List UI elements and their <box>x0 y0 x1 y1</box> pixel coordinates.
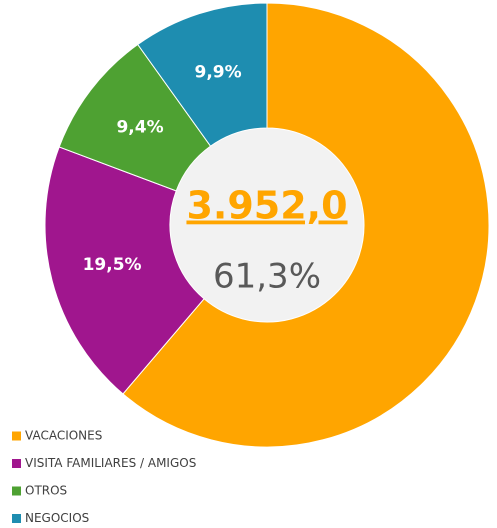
slice-label: 9,9% <box>195 63 242 83</box>
legend-label: OTROS <box>25 484 67 498</box>
center-disc <box>170 128 364 322</box>
legend-label: VISITA FAMILIARES / AMIGOS <box>25 456 196 470</box>
legend-swatch <box>12 486 21 496</box>
donut-slice <box>137 2 268 147</box>
legend-label: VACACIONES <box>25 429 102 443</box>
center-value: 3.952,0 <box>186 184 347 228</box>
legend-swatch <box>12 514 21 523</box>
donut-slice <box>122 2 490 448</box>
slice-label: 19,5% <box>83 255 142 275</box>
legend-swatch <box>12 459 21 468</box>
donut-slice <box>44 146 205 395</box>
slice-label: 9,4% <box>116 118 163 138</box>
center-percent: 61,3% <box>213 257 321 297</box>
legend-swatch <box>12 431 21 441</box>
legend-label: NEGOCIOS <box>25 511 89 525</box>
